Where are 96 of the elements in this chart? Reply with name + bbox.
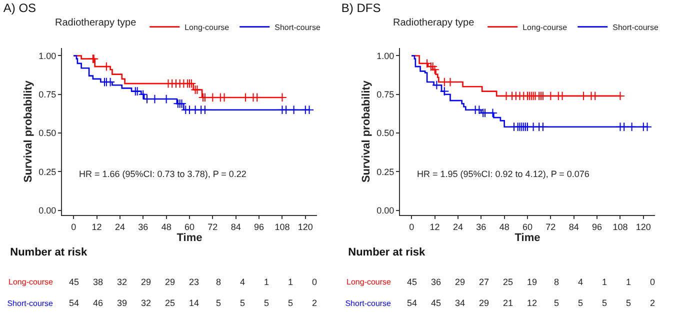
x-tick-label: 84 bbox=[230, 222, 241, 232]
y-tick-label: Long-course bbox=[346, 278, 392, 287]
data-label: 5 bbox=[578, 298, 584, 308]
data-label: 4 bbox=[578, 277, 584, 287]
data-label: 34 bbox=[455, 298, 466, 308]
y-tick-label: Short-course bbox=[7, 298, 54, 308]
data-label: 0 bbox=[312, 277, 318, 287]
y-tick-label: 0.00 bbox=[376, 206, 394, 216]
y-tick-label: 0.25 bbox=[38, 166, 56, 177]
y-tick-label: 0.75 bbox=[376, 90, 394, 100]
data-label: 1 bbox=[602, 277, 608, 287]
x-axis-title: Time bbox=[176, 232, 202, 244]
x-tick-label: 96 bbox=[592, 222, 602, 232]
x-tick-label: 72 bbox=[546, 222, 556, 232]
data-label: 5 bbox=[626, 298, 632, 308]
legend-label: Long-course bbox=[522, 22, 568, 32]
y-axis-title: Survival probability bbox=[360, 80, 372, 183]
x-tick-label: 84 bbox=[568, 222, 579, 232]
legend-label: Long-course bbox=[184, 22, 230, 32]
data-label: 39 bbox=[117, 298, 128, 308]
y-tick-label: 0.75 bbox=[38, 90, 56, 100]
data-label: 5 bbox=[602, 298, 608, 308]
data-label: 8 bbox=[216, 277, 222, 287]
x-tick-label: 12 bbox=[430, 222, 440, 232]
y-axis-title: Survival probability bbox=[22, 80, 34, 183]
chart-title: Number at risk bbox=[348, 246, 426, 259]
x-tick-label: 0 bbox=[409, 222, 414, 232]
x-tick-label: 108 bbox=[612, 222, 628, 232]
data-label: 29 bbox=[165, 277, 176, 287]
data-label: 32 bbox=[117, 277, 128, 287]
data-label: 2 bbox=[312, 298, 318, 308]
data-label: 14 bbox=[189, 298, 200, 308]
annotation: HR = 1.95 (95%CI: 0.92 to 4.12), P = 0.076 bbox=[417, 169, 590, 179]
x-tick-label: 48 bbox=[161, 222, 172, 232]
data-label: 23 bbox=[189, 277, 200, 287]
data-label: 5 bbox=[240, 298, 246, 308]
data-label: 19 bbox=[527, 277, 538, 287]
data-label: 29 bbox=[455, 277, 466, 287]
chart-title: B) DFS bbox=[341, 1, 381, 16]
data-label: 2 bbox=[650, 298, 656, 308]
x-tick-label: 108 bbox=[274, 222, 290, 232]
y-tick-label: 0.25 bbox=[376, 166, 394, 177]
data-label: 5 bbox=[288, 298, 294, 308]
data-label: 45 bbox=[69, 277, 80, 287]
y-tick-label: Long-course bbox=[8, 278, 54, 287]
x-tick-label: 96 bbox=[254, 222, 264, 232]
x-tick-label: 0 bbox=[71, 222, 76, 232]
data-label: 5 bbox=[216, 298, 222, 308]
x-tick-label: 36 bbox=[138, 222, 148, 232]
x-tick-label: 24 bbox=[452, 222, 463, 232]
data-label: 0 bbox=[650, 277, 656, 287]
data-label: 4 bbox=[240, 277, 246, 287]
y-tick-label: 1.00 bbox=[38, 50, 56, 61]
legend-title: Radiotherapy type bbox=[55, 17, 137, 28]
data-label: 29 bbox=[479, 298, 490, 308]
data-label: 27 bbox=[479, 277, 490, 287]
legend-label: Short-course bbox=[274, 22, 321, 32]
data-label: 12 bbox=[527, 298, 538, 308]
data-label: 45 bbox=[407, 277, 418, 287]
data-label: 38 bbox=[93, 277, 104, 287]
data-label: 29 bbox=[141, 277, 152, 287]
y-tick-label: Short-course bbox=[345, 298, 392, 308]
x-tick-label: 60 bbox=[522, 222, 533, 232]
data-label: 5 bbox=[264, 298, 270, 308]
data-label: 1 bbox=[626, 277, 632, 287]
legend-label: Short-course bbox=[612, 22, 659, 32]
data-label: 1 bbox=[264, 277, 270, 287]
data-label: 54 bbox=[69, 298, 80, 308]
data-label: 5 bbox=[554, 298, 560, 308]
chart-title: A) OS bbox=[3, 1, 36, 16]
y-tick-label: 0.50 bbox=[376, 128, 394, 138]
y-tick-label: 0.50 bbox=[38, 128, 56, 138]
x-tick-label: 120 bbox=[298, 222, 313, 232]
chart-title: Number at risk bbox=[10, 246, 88, 259]
x-axis-title: Time bbox=[514, 232, 540, 244]
data-label: 32 bbox=[141, 298, 152, 308]
y-tick-label: 0.00 bbox=[38, 206, 56, 216]
data-label: 45 bbox=[431, 298, 442, 308]
x-tick-label: 36 bbox=[476, 222, 486, 232]
data-label: 36 bbox=[431, 277, 442, 287]
data-label: 25 bbox=[503, 277, 514, 287]
x-tick-label: 72 bbox=[208, 222, 218, 232]
x-tick-label: 60 bbox=[184, 222, 195, 232]
x-tick-label: 48 bbox=[499, 222, 510, 232]
legend-title: Radiotherapy type bbox=[393, 17, 475, 28]
x-tick-label: 24 bbox=[114, 222, 125, 232]
data-label: 8 bbox=[554, 277, 560, 287]
data-label: 54 bbox=[407, 298, 418, 308]
data-label: 25 bbox=[165, 298, 176, 308]
x-tick-label: 12 bbox=[92, 222, 102, 232]
data-label: 21 bbox=[503, 298, 514, 308]
data-label: 46 bbox=[93, 298, 104, 308]
annotation: HR = 1.66 (95%CI: 0.73 to 3.78), P = 0.22 bbox=[79, 169, 246, 179]
data-label: 1 bbox=[288, 277, 294, 287]
y-tick-label: 1.00 bbox=[376, 50, 394, 61]
x-tick-label: 120 bbox=[636, 222, 651, 232]
